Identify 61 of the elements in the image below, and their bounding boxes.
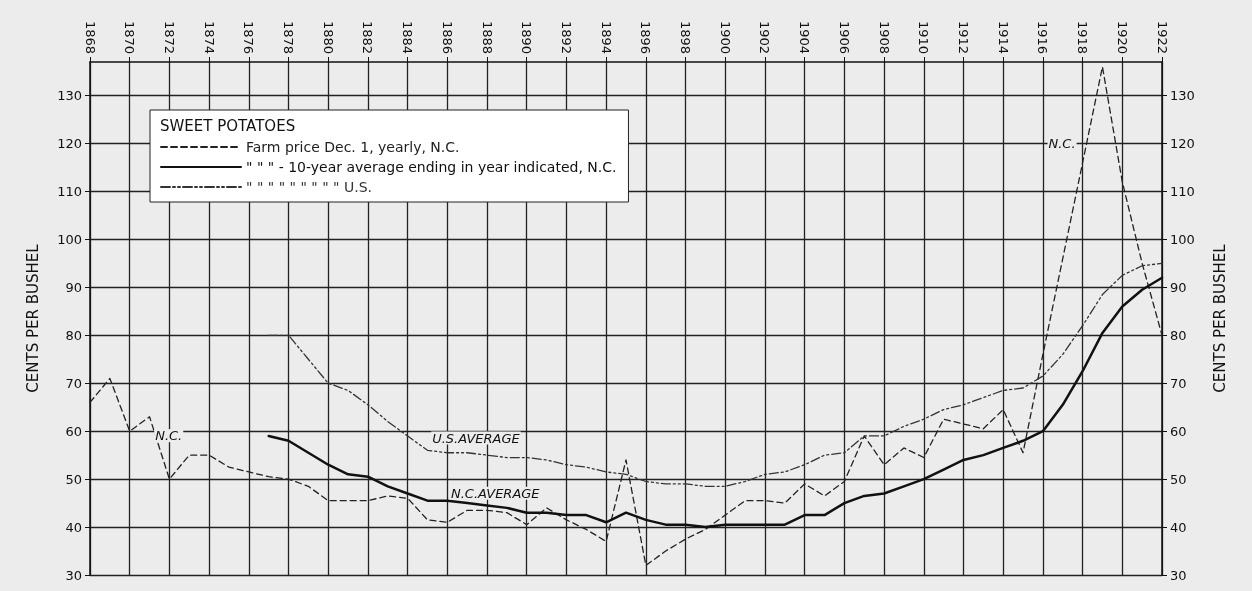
- x-tick-label: 1920: [1114, 20, 1130, 54]
- y-tick-label: 80: [65, 327, 82, 343]
- y2-tick-label: 40: [1170, 519, 1187, 535]
- y-axis-title: CENTS PER BUSHEL: [23, 243, 42, 393]
- y-tick-label: 30: [65, 567, 82, 583]
- text: " " " " " " " " " U.S.: [246, 179, 373, 195]
- x-tick-label: 1898: [678, 20, 694, 54]
- y2-tick-label: 70: [1170, 375, 1187, 391]
- x-tick-label: 1870: [122, 20, 138, 54]
- y2-tick-label: 110: [1170, 183, 1195, 199]
- x-tick-label: 1894: [598, 20, 614, 54]
- y2-tick-label: 80: [1170, 327, 1187, 343]
- y2-tick-label: 60: [1170, 423, 1187, 439]
- annotation: U.S.AVERAGE: [432, 430, 521, 446]
- y2-tick-label: 90: [1170, 279, 1187, 295]
- x-tick-label: 1900: [717, 20, 733, 54]
- y-tick-label: 70: [65, 375, 82, 391]
- text: Farm price Dec. 1, yearly, N.C.: [246, 139, 460, 155]
- x-tick-label: 1874: [201, 20, 217, 54]
- x-tick-label: 1904: [797, 20, 813, 54]
- x-tick-label: 1922: [1154, 20, 1170, 54]
- y-tick-label: 110: [57, 183, 82, 199]
- annotation: N.C.AVERAGE: [450, 485, 541, 501]
- x-tick-label: 1886: [439, 20, 455, 54]
- x-tick-label: 1908: [876, 20, 892, 54]
- x-tick-label: 1902: [757, 20, 773, 54]
- x-tick-label: 1910: [916, 20, 932, 54]
- x-tick-label: 1916: [1035, 20, 1051, 54]
- x-tick-label: 1912: [955, 20, 971, 54]
- legend-title: SWEET POTATOES: [160, 116, 296, 135]
- x-tick-label: 1868: [82, 20, 98, 54]
- x-tick-label: 1896: [638, 20, 654, 54]
- x-tick-label: 1906: [836, 20, 852, 54]
- y2-tick-label: 120: [1170, 136, 1195, 151]
- y-tick-label: 60: [65, 423, 82, 439]
- x-tick-label: 1884: [400, 20, 416, 54]
- x-tick-label: 1918: [1075, 20, 1091, 54]
- annotation: N.C.: [155, 428, 183, 444]
- x-tick-label: 1876: [241, 20, 257, 54]
- y-tick-label: 120: [57, 136, 82, 151]
- x-tick-label: 1872: [161, 20, 177, 54]
- annotation: N.C.: [1048, 135, 1076, 151]
- line-series: [268, 262, 1163, 487]
- x-tick-label: 1888: [479, 20, 495, 54]
- y2-tick-label: 130: [1170, 88, 1195, 104]
- x-tick-label: 1882: [360, 20, 376, 54]
- y2-tick-label: 100: [1170, 231, 1195, 247]
- x-tick-label: 1880: [320, 20, 336, 54]
- x-tick-label: 1914: [995, 20, 1011, 54]
- x-tick-label: 1890: [519, 20, 535, 54]
- y-tick-label: 90: [65, 279, 82, 295]
- y2-axis-title: CENTS PER BUSHEL: [1210, 243, 1229, 393]
- y-tick-label: 40: [65, 519, 82, 535]
- x-tick-label: 1892: [558, 20, 574, 54]
- text: " " " - 10-year average ending in year indicated, N.C.: [246, 159, 617, 175]
- y-tick-label: 130: [57, 88, 82, 104]
- y-tick-label: 50: [65, 471, 82, 487]
- x-tick-label: 1878: [281, 20, 297, 54]
- y-tick-label: 100: [57, 231, 82, 247]
- y2-tick-label: 30: [1170, 567, 1187, 583]
- y2-tick-label: 50: [1170, 471, 1187, 487]
